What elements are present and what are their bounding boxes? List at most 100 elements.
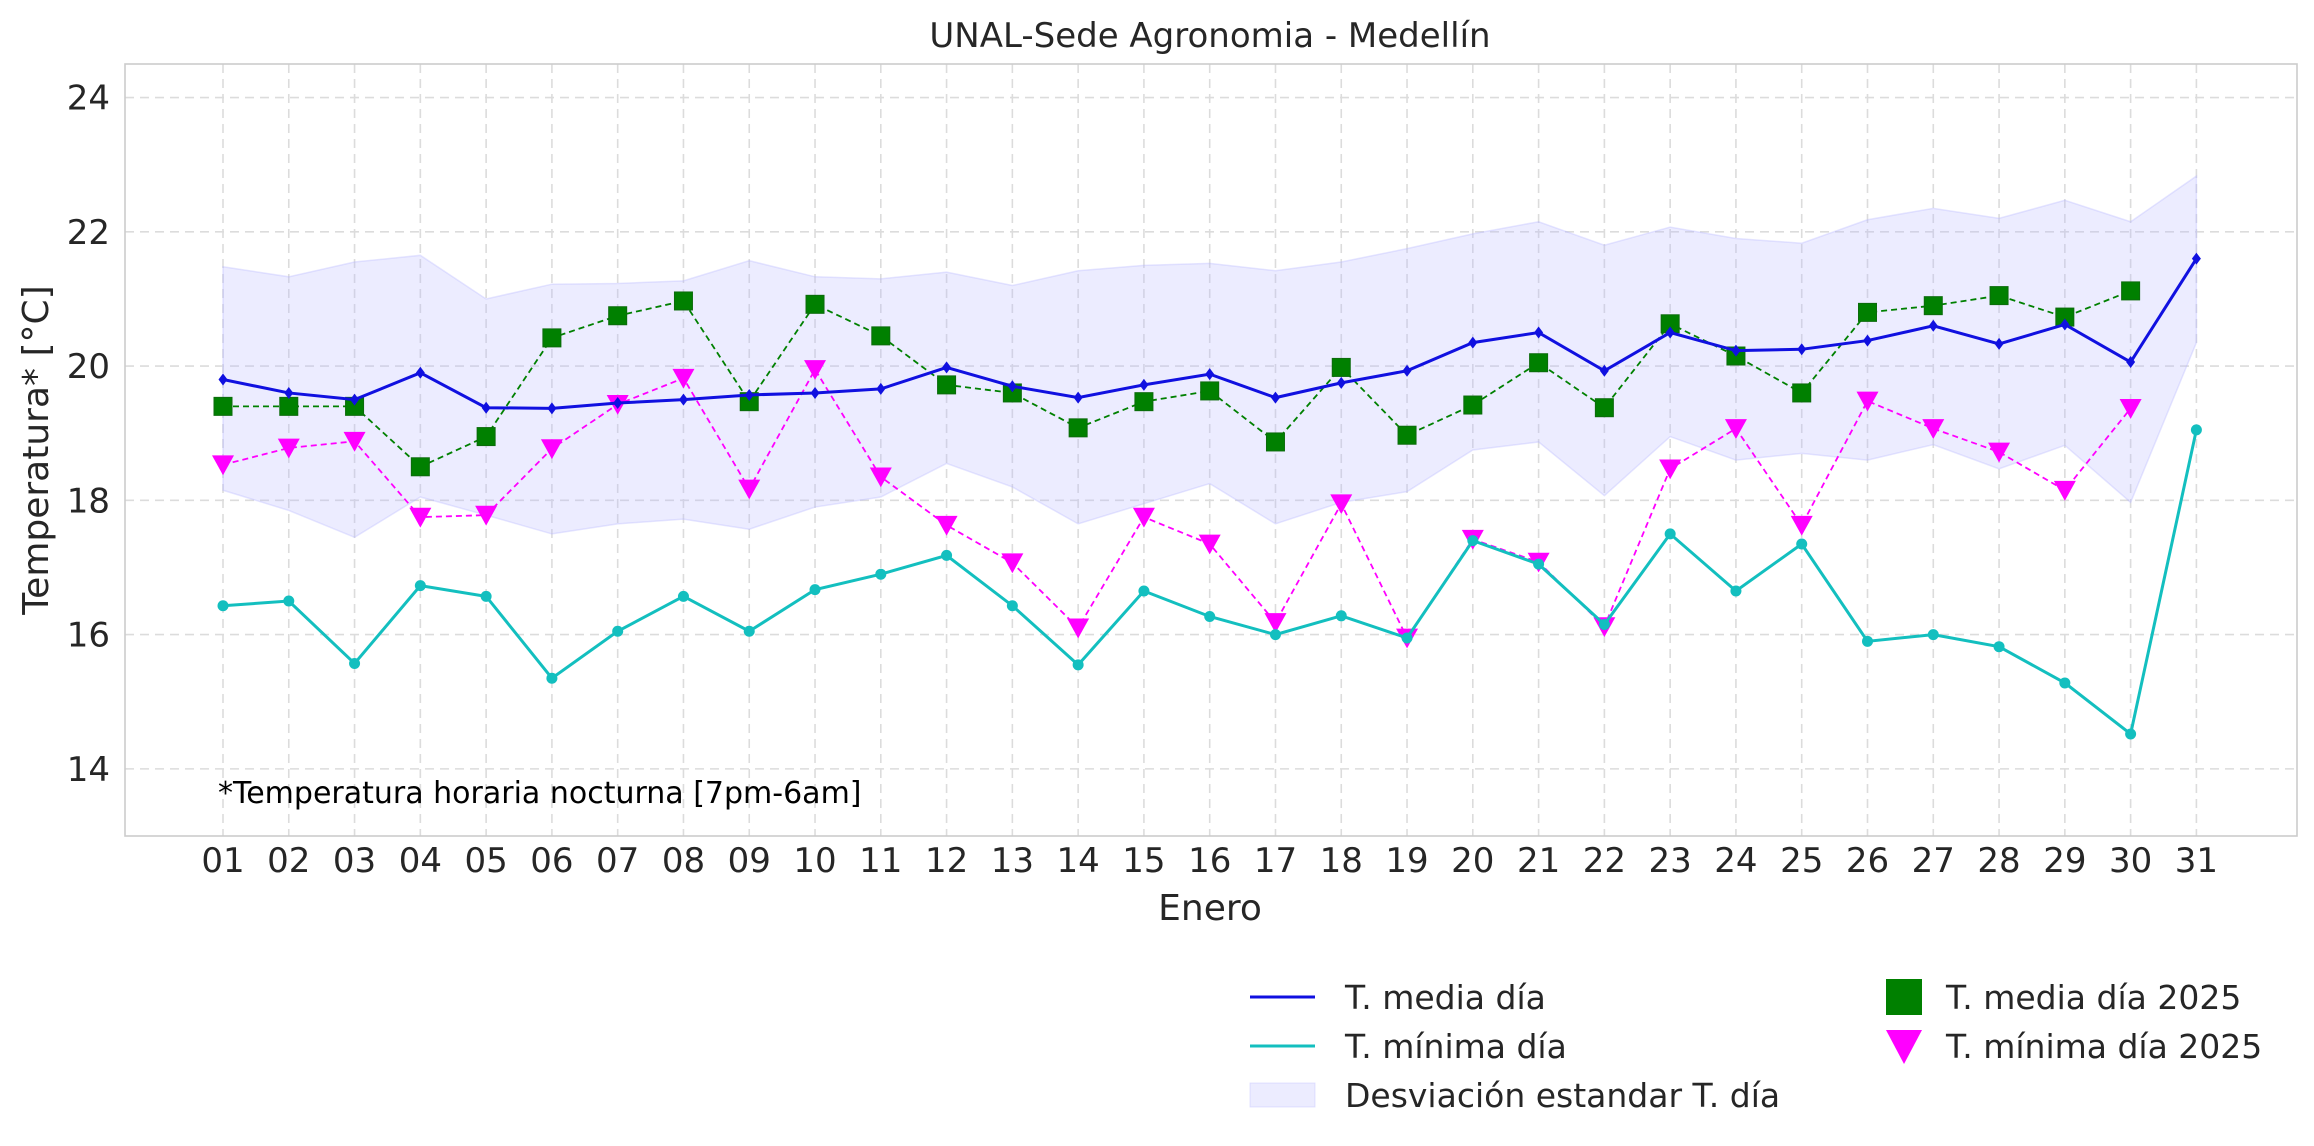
data-point bbox=[672, 368, 695, 389]
data-point bbox=[409, 507, 432, 528]
legend-swatch bbox=[1249, 1082, 1316, 1108]
legend-entry: T. media día bbox=[1250, 978, 1546, 1017]
data-point bbox=[1797, 343, 1807, 356]
data-point bbox=[1858, 302, 1877, 322]
y-tick-label: 20 bbox=[67, 347, 110, 387]
legend-label: T. media día 2025 bbox=[1945, 978, 2241, 1017]
legend-entry: T. mínima día 2025 bbox=[1886, 1027, 2262, 1066]
data-point bbox=[608, 306, 628, 326]
data-point bbox=[1463, 395, 1483, 415]
data-point bbox=[1994, 337, 2004, 350]
data-point bbox=[809, 584, 821, 596]
data-point bbox=[1331, 357, 1351, 377]
data-point bbox=[612, 625, 624, 637]
x-tick-label: 03 bbox=[333, 841, 376, 881]
grid-lines bbox=[125, 64, 2297, 836]
chart-annotation: *Temperatura horaria nocturna [7pm-6am] bbox=[218, 776, 862, 811]
data-point bbox=[941, 549, 953, 561]
x-tick-label: 17 bbox=[1254, 841, 1297, 881]
data-point bbox=[2191, 252, 2201, 265]
data-point bbox=[2125, 728, 2137, 740]
data-point bbox=[1397, 425, 1417, 445]
data-point bbox=[1988, 442, 2011, 463]
data-point bbox=[1659, 459, 1682, 480]
x-tick-label: 13 bbox=[991, 841, 1034, 881]
x-tick-label: 02 bbox=[267, 841, 310, 881]
data-point bbox=[1665, 326, 1675, 339]
series-diamond bbox=[218, 252, 2201, 415]
data-point bbox=[1073, 391, 1083, 404]
x-tick-label: 09 bbox=[728, 841, 771, 881]
data-point bbox=[415, 366, 425, 379]
series-circle bbox=[217, 424, 2202, 740]
x-tick-label: 29 bbox=[2043, 841, 2086, 881]
data-point bbox=[213, 396, 233, 416]
x-tick-label: 12 bbox=[925, 841, 968, 881]
plot-area bbox=[125, 64, 2297, 836]
data-point bbox=[1330, 494, 1353, 515]
data-point bbox=[2190, 424, 2202, 436]
data-point bbox=[1006, 600, 1018, 612]
data-point bbox=[1598, 619, 1610, 631]
x-tick-label: 06 bbox=[530, 841, 573, 881]
data-point bbox=[546, 672, 558, 684]
y-tick-label: 24 bbox=[67, 79, 110, 119]
x-tick-label: 19 bbox=[1385, 841, 1428, 881]
data-point bbox=[1007, 380, 1017, 393]
data-point bbox=[1792, 383, 1812, 403]
x-tick-label: 27 bbox=[1912, 841, 1955, 881]
data-point bbox=[1001, 553, 1024, 574]
data-point bbox=[876, 382, 886, 395]
x-tick-label: 08 bbox=[662, 841, 705, 881]
data-point bbox=[540, 439, 563, 460]
chart-title: UNAL-Sede Agronomia - Medellín bbox=[929, 16, 1490, 56]
data-point bbox=[935, 515, 958, 536]
legend-label: T. mínima día bbox=[1344, 1027, 1567, 1066]
series-square bbox=[213, 281, 2141, 477]
data-point bbox=[1270, 391, 1280, 404]
x-axis-title: Enero bbox=[1158, 888, 1262, 929]
data-point bbox=[542, 328, 562, 348]
data-point bbox=[217, 600, 229, 612]
data-point bbox=[547, 402, 557, 415]
data-point bbox=[1594, 398, 1614, 418]
data-point bbox=[678, 393, 688, 406]
data-point bbox=[942, 361, 952, 374]
x-tick-label: 23 bbox=[1649, 841, 1692, 881]
data-point bbox=[1468, 336, 1478, 349]
legend-label: Desviación estandar T. día bbox=[1345, 1076, 1780, 1115]
data-point bbox=[1724, 419, 1747, 439]
legend-entry: T. media día 2025 bbox=[1886, 978, 2241, 1017]
data-point bbox=[2119, 399, 2142, 419]
data-point bbox=[1204, 610, 1216, 622]
plot-frame bbox=[124, 63, 2298, 837]
data-point bbox=[673, 291, 693, 311]
data-point bbox=[475, 505, 498, 526]
data-point bbox=[1134, 392, 1154, 412]
y-axis-title: Temperatura* [°C] bbox=[16, 285, 57, 615]
data-point bbox=[1402, 364, 1412, 377]
x-tick-label: 05 bbox=[464, 841, 507, 881]
data-point bbox=[2053, 480, 2076, 501]
data-point bbox=[2121, 281, 2141, 301]
data-point bbox=[218, 373, 228, 386]
data-point bbox=[1534, 326, 1544, 339]
y-tick-label: 22 bbox=[67, 213, 110, 253]
data-point bbox=[1599, 364, 1609, 377]
data-point bbox=[1529, 353, 1549, 373]
x-tick-label: 31 bbox=[2175, 841, 2218, 881]
data-point bbox=[1200, 381, 1220, 401]
data-point bbox=[1205, 368, 1215, 381]
data-point bbox=[1927, 629, 1939, 641]
x-tick-label: 25 bbox=[1780, 841, 1823, 881]
data-point bbox=[283, 595, 295, 607]
data-point bbox=[1139, 378, 1149, 391]
data-point bbox=[277, 438, 300, 459]
data-point bbox=[1335, 610, 1347, 622]
data-point bbox=[871, 326, 891, 346]
data-point bbox=[1072, 659, 1084, 671]
x-tick-label: 20 bbox=[1451, 841, 1494, 881]
data-point bbox=[1730, 585, 1742, 597]
x-tick-label: 22 bbox=[1583, 841, 1626, 881]
